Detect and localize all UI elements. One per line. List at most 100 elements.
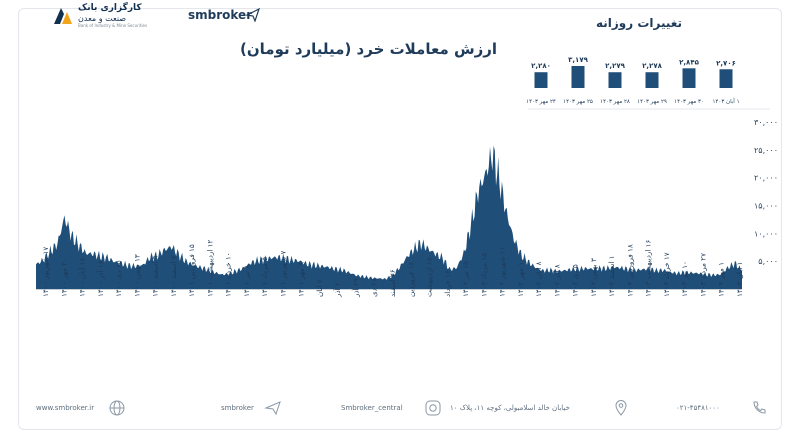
area-series	[36, 145, 742, 289]
x-tick: ۱ آبان ۱۴۰۳	[734, 262, 744, 297]
x-tick-label: ۱۸ فروردین	[406, 262, 415, 297]
daily-bar-value: ۲,۲۸۰	[531, 62, 551, 70]
x-tick: ۱۸ آذر ۱۴۰۰	[95, 260, 105, 297]
card-frame	[18, 8, 782, 430]
x-tick: ۹ مهر ۱۴۰۱	[297, 262, 306, 297]
daily-bar-value: ۳,۱۷۹	[568, 56, 588, 64]
x-tick-label: ۱۷ خرداد ۱۴۰۳	[662, 252, 671, 297]
x-tick: ۲۰ مهر ۱۴۰۰	[59, 258, 68, 297]
x-tick-label: ۹ مهر ۱۴۰۱	[297, 262, 306, 297]
globe-icon	[109, 400, 125, 416]
x-tick-label: ۱۸ اردیبهشت	[425, 257, 434, 297]
daily-bar-value: ۲,۲۷۹	[605, 62, 625, 70]
x-tick-label: ۲۶ اسفند	[388, 269, 397, 297]
x-tick: ۳ بهمن ۱۴۰۲	[589, 258, 598, 297]
x-tick: ۵ دی ۱۴۰۲	[571, 264, 580, 297]
x-tick: ۱۷ خرداد ۱۴۰۳	[662, 252, 671, 297]
x-tick-label: ۱۶ اردیبهشت ۱۴۰۳	[644, 239, 653, 297]
x-tick-label: ۸ آذر ۱۴۰۲	[551, 264, 561, 297]
daily-bar-date: ۲۹ مهر ۱۴۰۳	[637, 99, 667, 105]
x-tick: ۲۸ دی	[370, 278, 379, 297]
daily-bar-date: ۳۰ مهر ۱۴۰۳	[674, 99, 704, 105]
footer-telegram[interactable]: smbroker	[221, 404, 254, 412]
x-tick: ۷ اسفند ۱۴۰۰	[169, 255, 178, 297]
x-tick: ۱۸ فروردین	[406, 262, 415, 297]
x-tick-label: ۷ اسفند ۱۴۰۰	[169, 255, 178, 297]
x-tick-label: ۵ دی ۱۴۰۲	[571, 264, 580, 297]
x-tick: ۱۷ شهریور ۱۴۰۰	[41, 247, 50, 297]
x-tick: ۱۵ تیر ۱۴۰۲	[461, 261, 470, 297]
x-tick: ۱ مهر ۱۴۰۳	[717, 262, 726, 297]
daily-changes-title: تغییرات روزانه	[596, 16, 683, 30]
x-tick-label: ۱۵ تیر ۱۴۰۲	[461, 261, 470, 297]
x-tick-label: ۱۸ آبان ۱۴۰۰	[77, 258, 87, 297]
x-tick: ۵ مرداد ۱۴۰۱	[260, 257, 269, 297]
x-tick-label: ۱۵ دی ۱۴۰۰	[114, 260, 123, 297]
x-tick-label: ۲۹ آذر	[351, 278, 361, 298]
x-tick: ۲ آذر	[332, 282, 342, 298]
y-tick-label: ۲۰,۰۰۰	[754, 174, 778, 183]
footer-instagram[interactable]: Smbroker_central	[341, 404, 403, 412]
x-tick: ۱۸ آبان ۱۴۰۰	[77, 258, 87, 297]
daily-bar	[608, 72, 622, 88]
main-area-chart: ۵,۰۰۰ ۱۰,۰۰۰ ۱۵,۰۰۰ ۲۰,۰۰۰ ۲۵,۰۰۰ ۳۰,۰۰۰ ۱۷ شه…	[36, 118, 778, 298]
x-tick: ۱۲ اردیبهشت ۱۴۰۱	[205, 239, 214, 297]
x-tick: ۷ آبان	[314, 279, 324, 297]
x-tick-label: ۱۸ فروردین ۱۴۰۳	[625, 244, 634, 297]
footer-website[interactable]: www.smbroker.ir	[36, 404, 95, 412]
x-tick: ۷ شهریور ۱۴۰۱	[278, 250, 287, 297]
x-tick-label: ۲۷ مرداد ۱۴۰۳	[699, 253, 708, 297]
x-tick-label: ۱۷ شهریور ۱۴۰۰	[41, 247, 50, 297]
x-tick: ۱۰ مهر ۱۴۰۲	[516, 258, 525, 297]
daily-bar-date: ۱ آبان ۱۴۰۳	[712, 98, 739, 105]
logo-text-line1: کارگزاری بانک	[78, 3, 142, 13]
x-tick-label: ۱۵ فروردین ۱۴۰۱	[187, 244, 196, 297]
x-tick: ۹ اسفند ۱۴۰۰	[151, 255, 160, 297]
daily-bar	[719, 69, 733, 88]
x-tick: ۱۳ بهمن ۱۴۰۰	[132, 254, 141, 297]
paper-plane-icon	[246, 8, 260, 22]
x-tick: ۱۸ فروردین ۱۴۰۳	[625, 244, 634, 297]
phone-icon	[753, 401, 766, 414]
x-tick: ۱۵ مرداد ۱۴۰۲	[479, 253, 488, 297]
footer-phone[interactable]: ۰۲۱-۴۵۴۸۱۰۰۰	[676, 404, 720, 412]
x-tick: ۱۵ دی ۱۴۰۰	[114, 260, 123, 297]
x-tick-label: ۱ مهر ۱۴۰۳	[717, 262, 726, 297]
logo-text-line2: صنعت و معدن	[78, 14, 127, 23]
x-tick-label: ۲۸ دی	[370, 278, 379, 297]
x-tick-label: ۱۳ بهمن ۱۴۰۰	[132, 254, 141, 297]
daily-bar	[682, 68, 696, 88]
x-tick: ۱ اسفند ۱۴۰۲	[607, 256, 616, 298]
x-tick: ۲۹ آذر	[351, 278, 361, 298]
x-tick-label: ۸ آبان ۱۴۰۲	[533, 262, 543, 298]
brand-name: smbroker	[188, 8, 253, 22]
x-tick: ۲۶ اسفند	[388, 269, 397, 297]
x-tick-label: ۲۰ مهر ۱۴۰۰	[59, 258, 68, 297]
x-tick: ۲۷ مرداد ۱۴۰۳	[699, 253, 708, 297]
daily-bar-date: ۲۵ مهر ۱۴۰۳	[563, 99, 593, 105]
x-tick: ۱۸ اردیبهشت	[425, 257, 434, 297]
x-tick: ۸ آبان ۱۴۰۲	[533, 262, 543, 298]
x-tick-label: ۱ اسفند ۱۴۰۲	[607, 256, 616, 298]
x-tick-label: ۱ آبان ۱۴۰۳	[734, 262, 744, 297]
x-tick-label: ۱۰ مهر ۱۴۰۲	[516, 258, 525, 297]
x-tick-label: ۷ آبان	[314, 279, 324, 297]
chart-title: ارزش معاملات خرد (میلیارد تومان)	[240, 40, 498, 58]
y-tick-label: ۲۵,۰۰۰	[754, 146, 778, 155]
x-tick-label: ۱۶ خرداد	[443, 270, 452, 297]
y-tick-label: ۱۵,۰۰۰	[754, 202, 778, 211]
x-tick-label: ۱۱ شهریور ۱۴۰۲	[498, 247, 507, 297]
x-tick-label: ۸ تیر ۱۴۰۱	[242, 265, 251, 297]
daily-bar-date: ۲۸ مهر ۱۴۰۳	[600, 99, 630, 105]
y-tick-label: ۳۰,۰۰۰	[754, 118, 778, 127]
daily-bar	[645, 72, 659, 88]
x-tick: ۱۶ اردیبهشت ۱۴۰۳	[644, 239, 653, 297]
footer: www.smbroker.ir smbroker Smbroker_centra…	[18, 396, 782, 426]
x-tick-label: ۹ اسفند ۱۴۰۰	[151, 255, 160, 297]
x-tick: ۸ تیر ۱۴۰۱	[242, 265, 251, 297]
x-tick-label: ۱۰ تیر ۱۴۰۳	[680, 261, 689, 297]
x-tick: ۱۱ شهریور ۱۴۰۲	[498, 247, 507, 297]
x-tick-label: ۱۸ آذر ۱۴۰۰	[95, 260, 105, 297]
x-tick: ۱۵ فروردین ۱۴۰۱	[187, 244, 196, 297]
daily-bar-date: ۲۴ مهر ۱۴۰۳	[526, 99, 556, 105]
